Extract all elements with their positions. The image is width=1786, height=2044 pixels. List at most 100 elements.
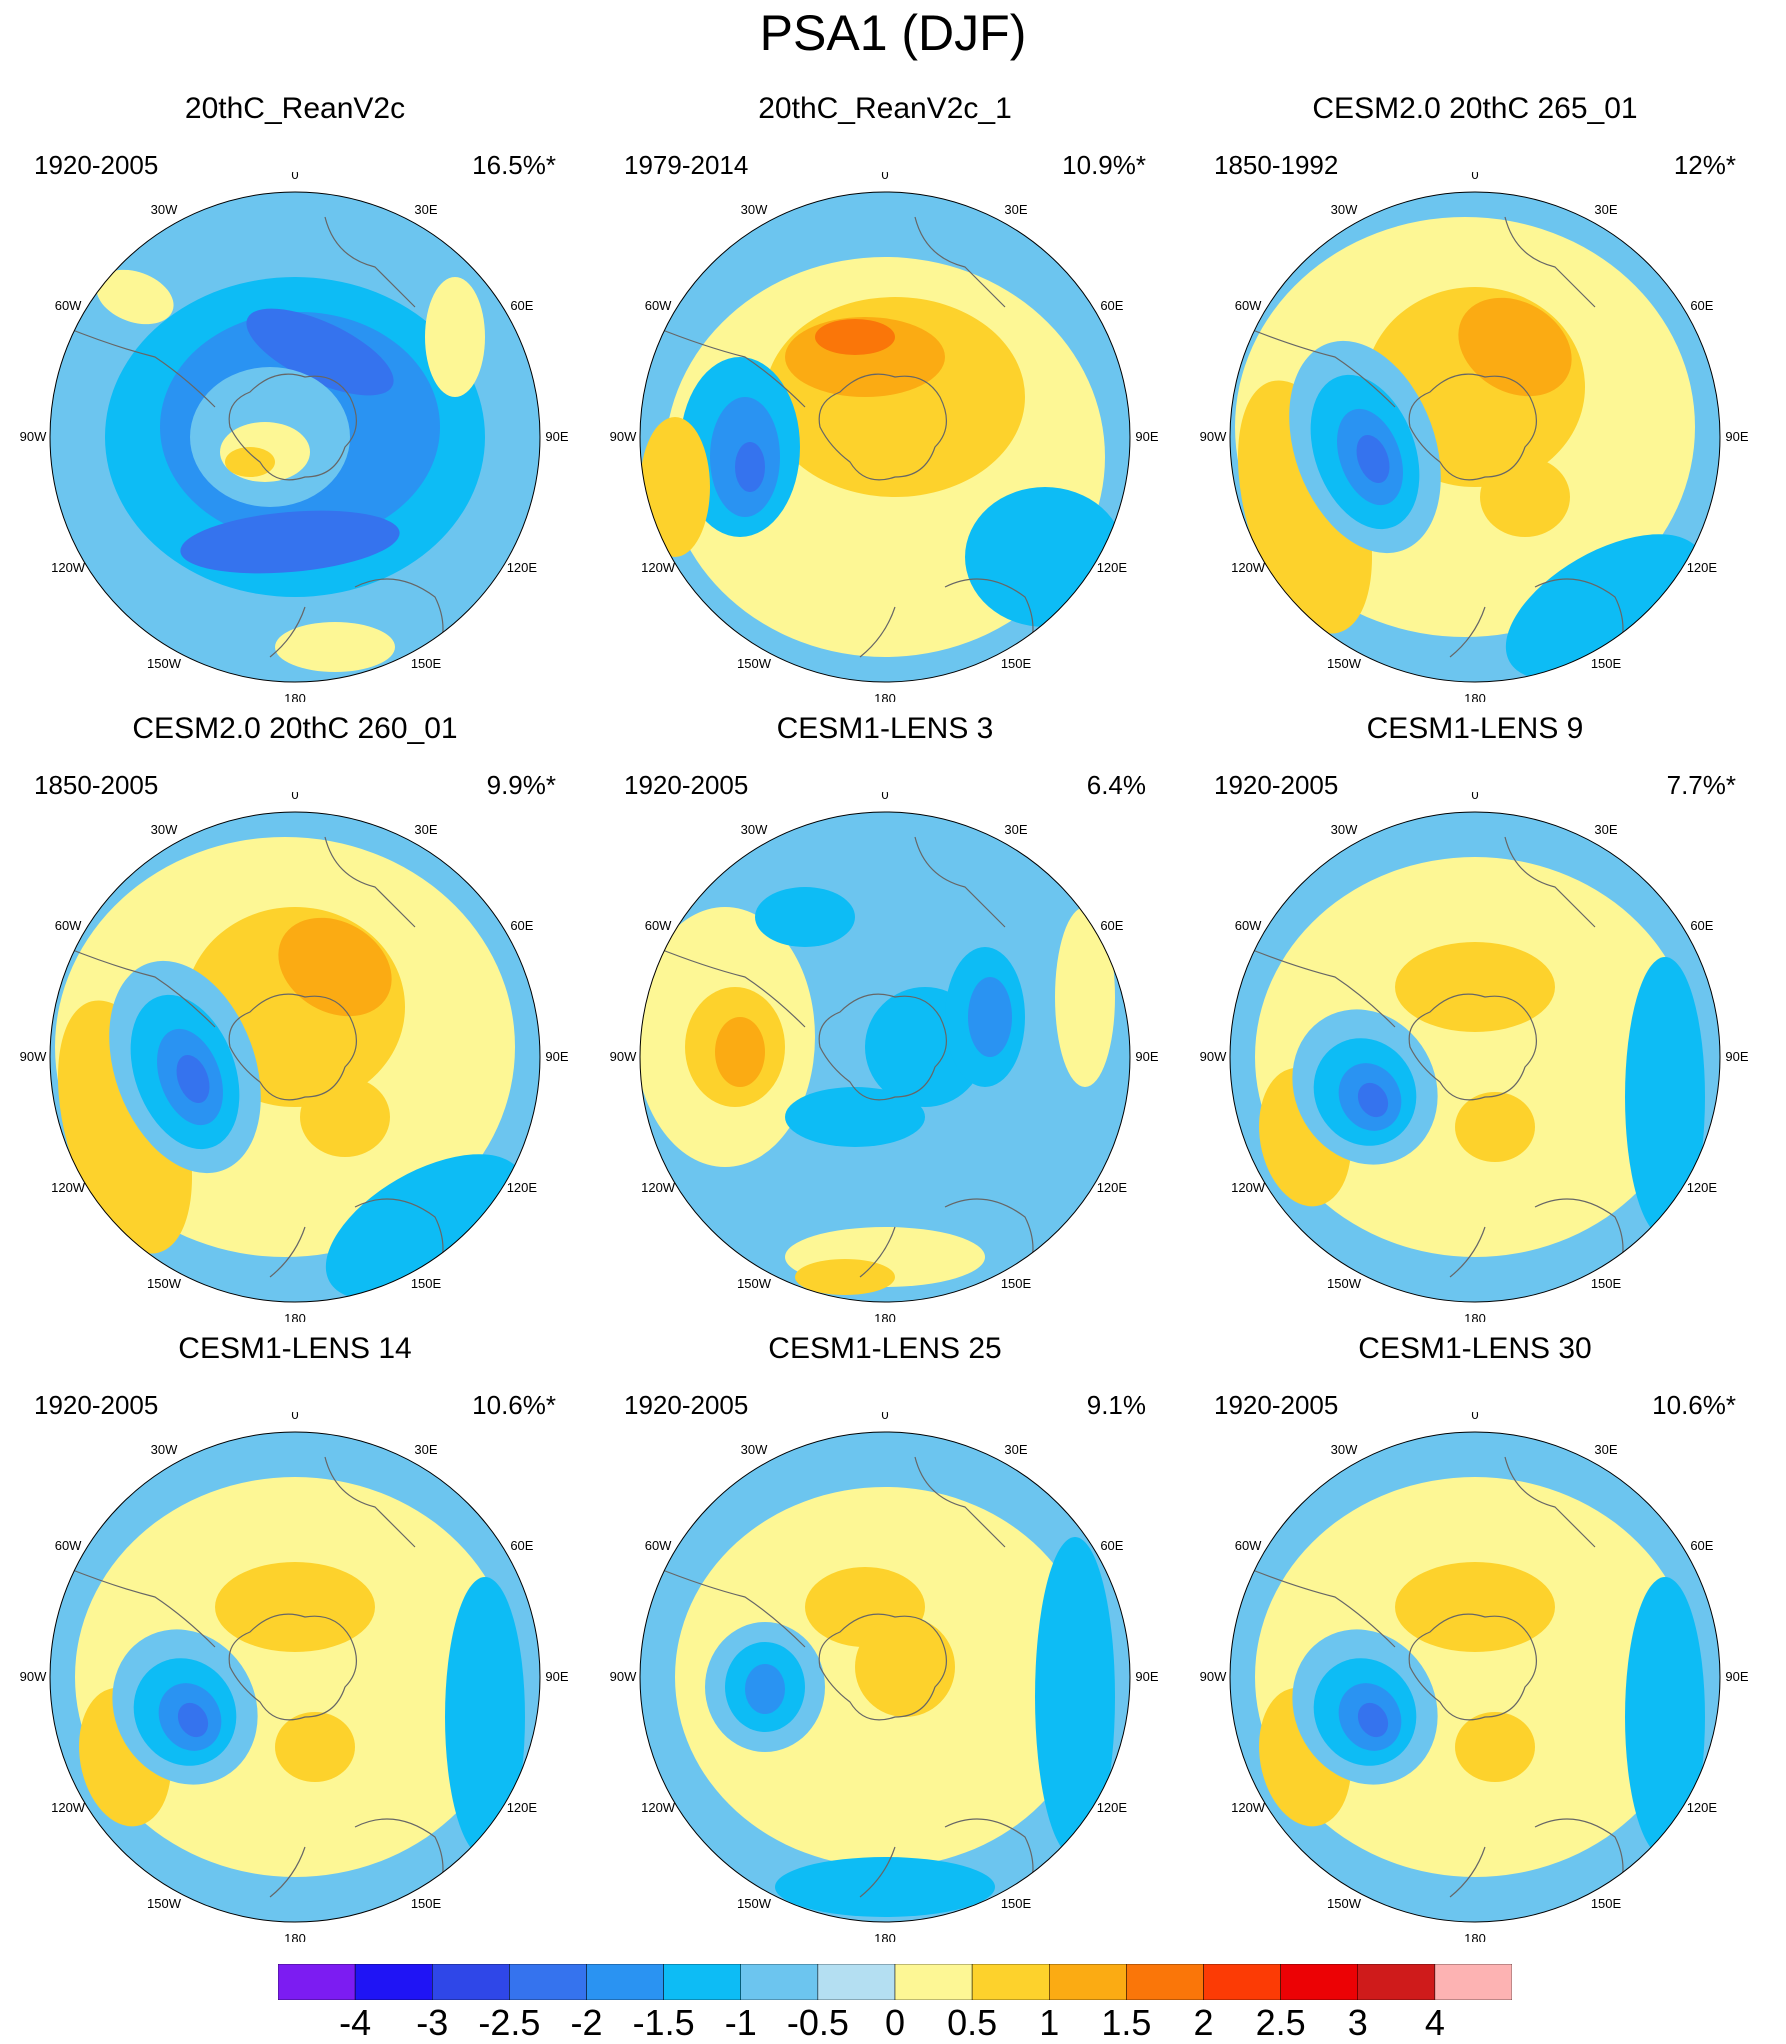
longitude-label: 150E (1591, 1896, 1622, 1911)
longitude-label: 90W (1200, 1049, 1227, 1064)
map-panel: CESM1-LENS 9 1920-2005 7.7%* 0 30E 60E 90E 120E… (1180, 712, 1770, 1322)
contour-region (815, 319, 895, 355)
contour-region (745, 1664, 785, 1714)
contour-region (1035, 1537, 1115, 1857)
antarctica-coastline (818, 373, 947, 481)
longitude-label: 90E (1135, 1049, 1158, 1064)
colorbar-tick-label: 0.5 (947, 2002, 998, 2043)
longitude-label: 150W (1327, 1896, 1362, 1911)
longitude-label: 90W (20, 429, 47, 444)
south-america-coastline (654, 326, 806, 408)
longitude-label: 180 (284, 1311, 306, 1322)
map-border (639, 1431, 1131, 1923)
longitude-label: 120E (1097, 1800, 1128, 1815)
longitude-label: 180 (1464, 691, 1486, 702)
contour-region (275, 1712, 355, 1782)
longitude-label: 120E (1687, 1800, 1718, 1815)
contour-region (735, 442, 765, 492)
longitude-label: 0 (1471, 792, 1478, 802)
colorbar-tick-label: 2 (1193, 2002, 1214, 2043)
longitude-label: 120W (51, 560, 86, 575)
longitude-label: 90E (1135, 429, 1158, 444)
panel-period: 1920-2005 (34, 150, 159, 180)
longitude-label: 30W (151, 202, 178, 217)
longitude-label: 0 (881, 792, 888, 802)
panel-title: CESM2.0 20thC 265_01 (1312, 92, 1638, 125)
colorbar-tick-label: -3 (416, 2002, 449, 2043)
longitude-label: 90E (1135, 1669, 1158, 1684)
panel-period: 1850-2005 (34, 770, 159, 800)
contour-region (325, 1154, 525, 1300)
longitude-label: 150W (147, 1896, 182, 1911)
colorbar-tick-label: 3 (1347, 2002, 1368, 2043)
colorbar-swatch (1126, 1964, 1204, 2000)
colorbar-swatch (817, 1964, 896, 2000)
longitude-label: 60W (645, 918, 672, 933)
africa-coastline (914, 1456, 1006, 1548)
colorbar-tick-label: -0.5 (786, 2002, 849, 2043)
longitude-label: 120W (51, 1800, 86, 1815)
polar-map: 0 30E 60E 90E 120E 150E 180 150W 120W 90W 60W 30W (1200, 1412, 1749, 1942)
figure-title: PSA1 (DJF) (759, 5, 1027, 61)
longitude-label: 180 (1464, 1931, 1486, 1942)
longitude-label: 180 (874, 691, 896, 702)
colorbar-swatch (1357, 1964, 1436, 2000)
panel-period: 1979-2014 (624, 150, 749, 180)
polar-map: 0 30E 60E 90E 120E 150E 180 150W 120W 90W 60W 30W (1200, 792, 1749, 1322)
longitude-label: 30W (1331, 1442, 1358, 1457)
longitude-label: 0 (881, 1412, 888, 1422)
polar-map: 0 30E 60E 90E 120E 150E 180 150W 120W 90W 60W 30W (20, 172, 569, 702)
longitude-label: 30W (741, 822, 768, 837)
polar-map: 0 30E 60E 90E 120E 150E 180 150W 120W 90W 60W 30W (610, 172, 1159, 702)
south-america-coastline (64, 946, 216, 1028)
longitude-label: 0 (291, 172, 298, 182)
longitude-label: 120W (1231, 1180, 1266, 1195)
longitude-label: 60E (1100, 918, 1123, 933)
colorbar-swatch (740, 1964, 819, 2000)
longitude-label: 90W (1200, 429, 1227, 444)
antarctica-coastline (228, 1613, 357, 1721)
contour-region (176, 1054, 210, 1104)
contour-region (1480, 457, 1570, 537)
longitude-label: 120W (1231, 560, 1266, 575)
longitude-label: 90E (1725, 1669, 1748, 1684)
colorbar-tick-label: 0 (884, 2002, 906, 2043)
panel-period: 1850-1992 (1214, 150, 1339, 180)
colorbar-swatch (971, 1964, 1050, 2000)
longitude-label: 150E (1001, 1276, 1032, 1291)
longitude-label: 30W (1331, 202, 1358, 217)
polar-map: 0 30E 60E 90E 120E 150E 180 150W 120W 90W 60W 30W (20, 1412, 569, 1942)
contour-region (278, 917, 392, 1017)
contour-region (246, 308, 394, 396)
colorbar-tick-label: -4 (339, 2002, 372, 2043)
panel-variance-percent: 6.4% (1086, 770, 1146, 800)
longitude-label: 120E (1687, 1180, 1718, 1195)
colorbar-swatch (1049, 1964, 1127, 2000)
panel-variance-percent: 9.1% (1086, 1390, 1146, 1420)
longitude-label: 150W (737, 656, 772, 671)
polar-map: 0 30E 60E 90E 120E 150E 180 150W 120W 90W 60W 30W (1200, 172, 1749, 702)
colorbar (278, 1964, 1512, 2000)
south-america-coastline (654, 1566, 806, 1648)
longitude-label: 90W (20, 1669, 47, 1684)
contour-region (1395, 942, 1555, 1032)
panel-title: 20thC_ReanV2c (184, 92, 406, 125)
panel-title: CESM2.0 20thC 260_01 (132, 712, 458, 745)
longitude-label: 60E (510, 1538, 533, 1553)
contour-region (968, 977, 1012, 1057)
africa-coastline (1504, 216, 1596, 308)
africa-coastline (324, 216, 416, 308)
contour-region (225, 447, 275, 477)
map-border (1229, 1431, 1721, 1923)
longitude-label: 30E (1004, 202, 1027, 217)
new-zealand-coastline (1449, 1226, 1486, 1278)
longitude-label: 30W (741, 1442, 768, 1457)
panel-variance-percent: 16.5%* (472, 150, 556, 180)
longitude-label: 120W (641, 1180, 676, 1195)
contour-region (96, 269, 174, 325)
longitude-label: 30W (151, 822, 178, 837)
contour-region (1395, 1562, 1555, 1652)
longitude-label: 30E (1594, 1442, 1617, 1457)
longitude-label: 30E (414, 1442, 437, 1457)
longitude-label: 60W (1235, 1538, 1262, 1553)
